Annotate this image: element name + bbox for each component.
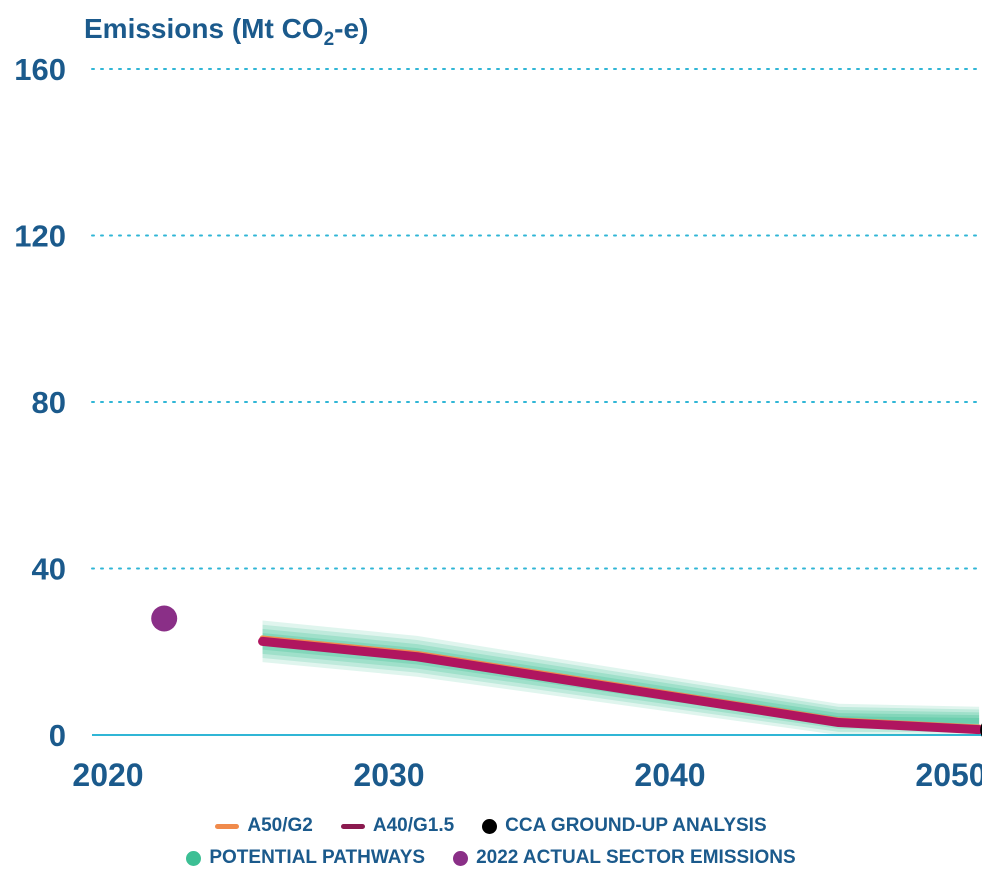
pathway-band-2: [262, 628, 980, 730]
y-tick-label-160: 160: [14, 52, 66, 87]
legend-swatch-cca-ground-up: [482, 818, 498, 834]
gridlines: [91, 68, 982, 736]
pathway-band-1: [262, 624, 980, 733]
x-tick-label-2040: 2040: [634, 757, 705, 793]
legend-item-2022-actual: 2022 ACTUAL SECTOR EMISSIONS: [453, 847, 796, 869]
legend-label-a40-g1-5: A40/G1.5: [372, 815, 455, 836]
legend-item-a40-g1-5: A40/G1.5: [340, 815, 455, 837]
y-axis-title: Emissions (Mt CO2-e): [84, 13, 368, 50]
legend-label-potential-pathways: POTENTIAL PATHWAYS: [209, 847, 426, 868]
legend-item-potential-pathways: POTENTIAL PATHWAYS: [186, 847, 425, 869]
y-tick-label-80: 80: [32, 385, 66, 420]
emissions-chart: Emissions (Mt CO2-e) 0 40 80 120 160 2020 203…: [14, 13, 982, 793]
legend-swatch-2022-actual: [453, 850, 469, 866]
pathway-band-0: [262, 620, 980, 735]
legend-swatch-potential-pathways: [186, 850, 202, 866]
y-tick-label-120: 120: [14, 219, 66, 254]
legend-item-cca-ground-up: CCA GROUND-UP ANALYSIS: [482, 815, 767, 837]
legend-label-cca-ground-up: CCA GROUND-UP ANALYSIS: [505, 815, 767, 836]
legend-swatch-a50-g2: [215, 823, 240, 829]
legend-label-a50-g2: A50/G2: [247, 815, 313, 836]
x-tick-label-2050: 2050: [915, 757, 982, 793]
potential-pathways-band: [262, 620, 980, 735]
x-tick-labels: 2020 2030 2040 2050: [72, 757, 982, 793]
legend-label-2022-actual: 2022 ACTUAL SECTOR EMISSIONS: [476, 847, 796, 868]
y-tick-label-0: 0: [49, 718, 66, 753]
x-tick-label-2020: 2020: [72, 757, 143, 793]
legend-swatch-a40-g1-5: [340, 823, 365, 829]
chart-legend: A50/G2 A40/G1.5 CCA GROUND-UP ANALYSIS P…: [0, 810, 982, 874]
x-tick-label-2030: 2030: [353, 757, 424, 793]
series-lines: [258, 635, 982, 735]
y-tick-label-40: 40: [32, 552, 66, 587]
point-2022-actual-sector-emissions: [151, 605, 178, 632]
y-tick-labels: 0 40 80 120 160: [14, 52, 66, 753]
legend-row-2: POTENTIAL PATHWAYS 2022 ACTUAL SECTOR EM…: [0, 842, 982, 874]
legend-row-1: A50/G2 A40/G1.5 CCA GROUND-UP ANALYSIS: [0, 810, 982, 842]
legend-item-a50-g2: A50/G2: [215, 815, 313, 837]
series-line-a40-g1-5: [258, 636, 982, 735]
